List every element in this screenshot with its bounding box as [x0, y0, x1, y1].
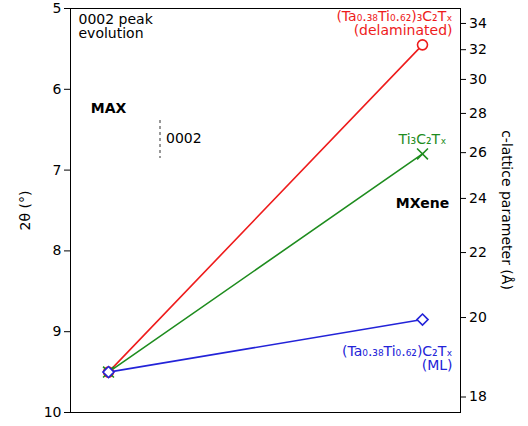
svg-text:0002: 0002	[166, 130, 202, 146]
svg-text:0002 peakevolution: 0002 peakevolution	[79, 11, 154, 41]
svg-text:8: 8	[53, 242, 62, 258]
svg-text:2θ (°): 2θ (°)	[17, 191, 33, 231]
svg-text:22: 22	[469, 244, 487, 260]
svg-text:30: 30	[469, 71, 487, 87]
svg-text:c-lattice parameter (Å): c-lattice parameter (Å)	[499, 130, 515, 290]
svg-text:(Ta₀.₃₈Ti₀.₆₂)₃C₂Tₓ(delaminate: (Ta₀.₃₈Ti₀.₆₂)₃C₂Tₓ(delaminated)	[336, 8, 452, 38]
svg-text:28: 28	[469, 105, 487, 121]
svg-text:7: 7	[53, 162, 62, 178]
svg-text:9: 9	[53, 323, 62, 339]
svg-text:24: 24	[469, 190, 487, 206]
svg-text:MAX: MAX	[91, 100, 127, 116]
svg-text:10: 10	[44, 404, 62, 420]
svg-text:6: 6	[53, 81, 62, 97]
svg-text:26: 26	[469, 144, 487, 160]
svg-text:MXene: MXene	[396, 195, 449, 211]
svg-text:(Ta₀.₃₈Ti₀.₆₂)C₂Tₓ(ML): (Ta₀.₃₈Ti₀.₆₂)C₂Tₓ(ML)	[342, 343, 452, 373]
svg-text:32: 32	[469, 41, 487, 57]
svg-text:Ti₃C₂Tₓ: Ti₃C₂Tₓ	[398, 131, 447, 147]
svg-text:5: 5	[53, 0, 62, 16]
svg-text:20: 20	[469, 309, 487, 325]
svg-text:18: 18	[469, 388, 487, 404]
svg-text:34: 34	[469, 15, 487, 31]
